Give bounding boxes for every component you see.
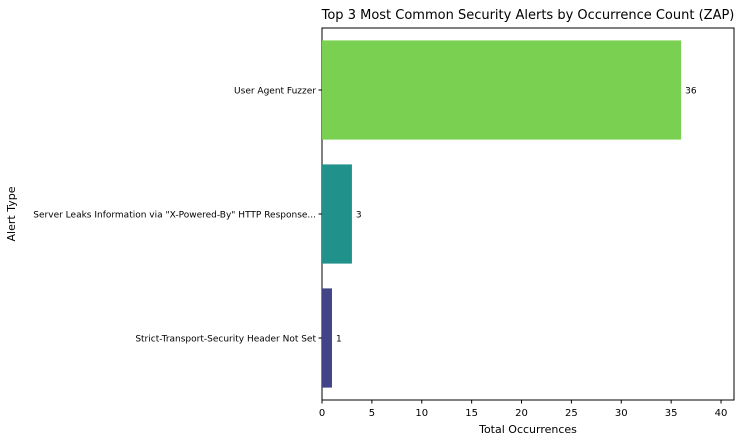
x-tick-label: 20 [515,408,528,419]
x-tick-label: 15 [465,408,478,419]
y-tick-label: Strict-Transport-Security Header Not Set [135,335,316,345]
x-tick-label: 30 [615,408,628,419]
x-tick-label: 10 [415,408,428,419]
bar-value-label: 3 [356,211,362,221]
x-tick-label: 5 [369,408,375,419]
bar [322,164,352,264]
x-axis-label: Total Occurrences [478,423,577,436]
bar-value-label: 36 [685,87,697,97]
x-tick-label: 0 [319,408,325,419]
y-tick-label: User Agent Fuzzer [234,87,316,97]
bar [322,40,682,140]
y-axis-label: Alert Type [5,186,18,241]
plot-area: 36 3 1 [321,27,735,401]
x-tick-label: 25 [565,408,578,419]
bar-labels: 36 3 1 [336,87,697,345]
bars [322,40,682,388]
y-axis: User Agent Fuzzer Server Leaks Informatio… [33,87,322,345]
bar-value-label: 1 [336,335,342,345]
x-tick-label: 35 [665,408,678,419]
x-axis: 0 5 10 15 20 25 30 35 40 [319,400,728,419]
chart-title: Top 3 Most Common Security Alerts by Occ… [321,8,735,23]
y-tick-label: Server Leaks Information via "X-Powered-… [33,211,316,221]
x-tick-label: 40 [715,408,728,419]
bar [322,288,332,388]
